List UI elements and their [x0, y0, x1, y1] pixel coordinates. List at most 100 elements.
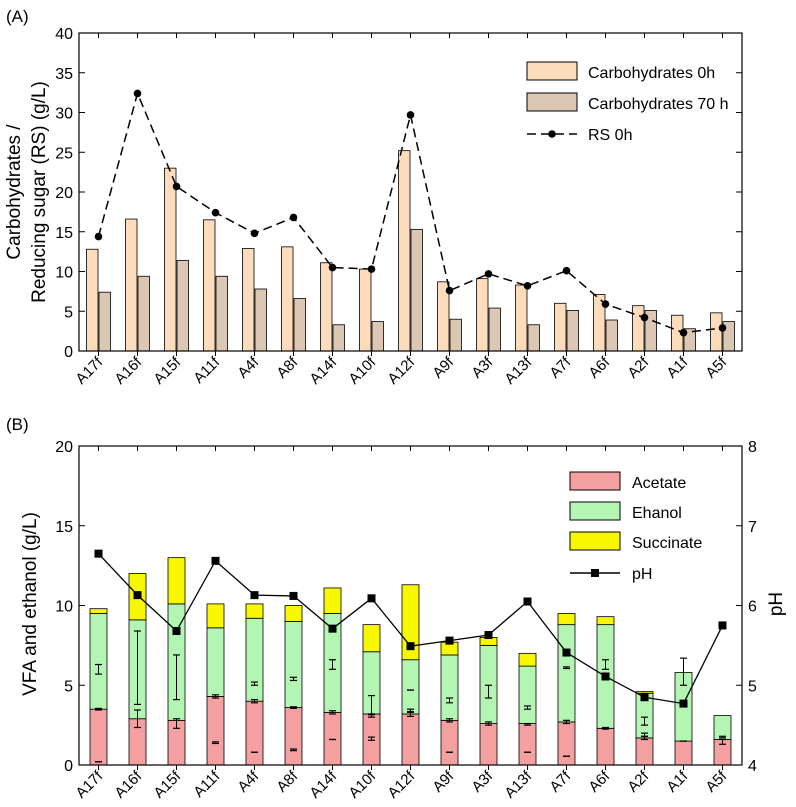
ph-point	[640, 693, 649, 702]
x-tick-label: A16f	[111, 767, 145, 801]
bar-ethanol	[440, 654, 459, 721]
bar-ethanol	[401, 659, 420, 715]
rs-point	[601, 300, 610, 308]
y-tick-label: 0	[64, 758, 73, 775]
legend-label-ethanol: Ehanol	[632, 505, 682, 522]
x-tick-label: A10f	[345, 767, 379, 801]
bar-acetate	[557, 721, 576, 766]
panel-b: (B) VFA and ethanol (g/L) pH 0 5 10 15 20 4 5 6…	[6, 415, 787, 802]
x-tick-label: A12f	[384, 353, 418, 387]
bar-succinate	[167, 557, 186, 605]
y-tick-label: 30	[55, 106, 73, 123]
x-tick-label: A9f	[429, 353, 458, 382]
legend-label-carb-0h: Carbohydrates 0h	[588, 65, 715, 82]
bar-succinate	[596, 616, 615, 626]
legend-swatch-acetate	[569, 471, 621, 491]
x-tick-label: A16f	[111, 353, 145, 387]
bar-succinate	[284, 605, 303, 622]
x-tick-label: A8f	[273, 767, 302, 796]
panel-b-ylabel: VFA and ethanol (g/L)	[20, 512, 41, 696]
bar-carb-70h	[371, 321, 384, 352]
bar-carb-0h	[554, 302, 567, 352]
panel-b-error-bars	[95, 630, 726, 763]
bar-succinate	[245, 603, 264, 619]
bar-succinate	[557, 613, 576, 626]
panel-a-label: (A)	[6, 7, 29, 26]
panel-a-ylabel-line1: Carbohydrates /	[4, 124, 25, 260]
y2-tick-label: 4	[748, 758, 757, 775]
x-tick-label: A14f	[306, 767, 340, 801]
bar-acetate	[518, 723, 537, 766]
panel-a-rs-line	[94, 89, 727, 337]
bar-carb-70h	[254, 288, 267, 352]
rs-point	[367, 265, 376, 273]
x-tick-label: A15f	[150, 767, 184, 801]
y-tick-label: 20	[55, 185, 73, 202]
bar-ethanol	[245, 617, 264, 702]
panel-b-bars	[89, 557, 732, 766]
legend-marker-rs	[548, 130, 556, 138]
panel-a-legend: Carbohydrates 0h Carbohydrates 70 h RS 0…	[526, 61, 729, 144]
ph-point	[562, 648, 571, 657]
bar-carb-0h	[125, 218, 138, 352]
ph-point	[211, 556, 220, 565]
x-tick-label: A17f	[72, 767, 106, 801]
bar-carb-0h	[359, 268, 372, 352]
y-tick-label: 10	[55, 599, 73, 616]
y-tick-label: 15	[55, 519, 73, 536]
bar-carb-0h	[710, 312, 723, 352]
bar-carb-70h	[176, 259, 189, 352]
bar-succinate	[323, 587, 342, 614]
x-tick-label: A4f	[234, 353, 263, 382]
bar-carb-70h	[410, 228, 423, 352]
x-tick-label: A2f	[624, 353, 653, 382]
bar-carb-0h	[86, 248, 99, 352]
x-tick-label: A13f	[501, 353, 535, 387]
x-tick-label: A12f	[384, 767, 418, 801]
y-tick-label: 0	[64, 344, 73, 361]
x-tick-label: A11f	[190, 767, 224, 801]
bar-acetate	[206, 696, 225, 766]
ph-point	[523, 597, 532, 606]
rs-point	[640, 313, 649, 322]
legend-label-succinate: Succinate	[632, 535, 702, 552]
bar-carb-70h	[605, 319, 618, 352]
x-tick-label: A7f	[546, 353, 575, 382]
bar-acetate	[323, 711, 342, 766]
bar-succinate	[206, 603, 225, 629]
x-tick-label: A6f	[585, 353, 614, 382]
x-tick-label: A9f	[429, 767, 458, 796]
ph-point	[445, 636, 454, 645]
ph-point	[94, 549, 103, 558]
y2-tick-label: 8	[748, 439, 757, 456]
bar-carb-0h	[476, 278, 489, 352]
bar-acetate	[401, 713, 420, 766]
legend-label-carb-70h: Carbohydrates 70 h	[588, 96, 729, 113]
bar-ethanol	[89, 613, 108, 710]
rs-point	[718, 324, 727, 332]
x-tick-label: A11f	[190, 353, 224, 387]
panel-a-ylabel-line2: Reducing sugar (RS) (g/L)	[29, 81, 50, 303]
y-tick-label: 15	[55, 225, 73, 242]
bar-carb-0h	[203, 219, 216, 352]
panel-b-legend: Acetate Ehanol Succinate pH	[569, 471, 702, 583]
bar-acetate	[674, 740, 693, 766]
legend-swatch-succinate	[569, 531, 621, 551]
ph-point	[289, 591, 298, 600]
rs-point	[211, 208, 220, 217]
x-tick-label: A13f	[501, 767, 535, 801]
y-tick-label: 10	[55, 265, 73, 282]
rs-point	[289, 213, 298, 222]
rs-point	[445, 286, 454, 295]
bar-acetate	[479, 723, 498, 766]
bar-succinate	[635, 691, 654, 694]
x-tick-label: A8f	[273, 353, 302, 382]
x-tick-label: A17f	[72, 353, 106, 387]
bar-carb-0h	[515, 284, 528, 352]
x-tick-label: A10f	[345, 353, 379, 387]
legend-label-rs: RS 0h	[588, 127, 632, 144]
ph-point	[718, 621, 727, 630]
ph-point	[406, 642, 415, 651]
x-tick-label: A3f	[468, 353, 497, 382]
